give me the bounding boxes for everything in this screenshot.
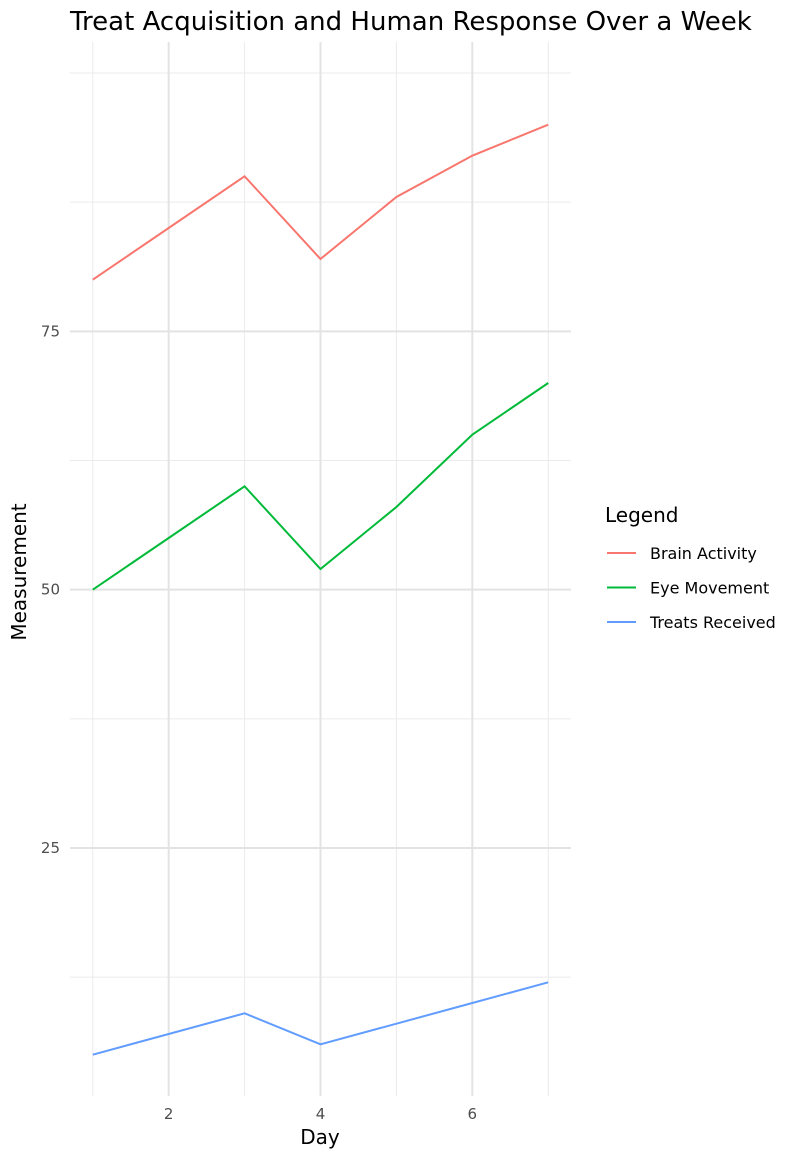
y-tick-label: 75 — [41, 322, 60, 340]
grid-lines — [70, 42, 571, 1096]
legend: Legend Brain Activity Eye Movement Treats … — [605, 503, 776, 632]
plot-area — [70, 42, 571, 1096]
legend-title: Legend — [605, 503, 678, 527]
x-axis-ticks: 2 4 6 — [164, 1105, 477, 1123]
series-line-brain-activity — [92, 123, 549, 281]
x-tick-label: 4 — [316, 1105, 326, 1123]
y-axis-title: Measurement — [7, 503, 31, 640]
chart-title: Treat Acquisition and Human Response Ove… — [69, 7, 752, 37]
x-axis-title: Day — [300, 1125, 340, 1149]
y-axis-ticks: 25 50 75 — [41, 322, 60, 857]
legend-label: Brain Activity — [650, 544, 757, 563]
x-tick-label: 2 — [164, 1105, 174, 1123]
series-line-treats-received — [92, 981, 549, 1056]
series-lines — [92, 123, 549, 1056]
y-tick-label: 25 — [41, 839, 60, 857]
legend-label: Eye Movement — [650, 579, 769, 598]
y-tick-label: 50 — [41, 581, 60, 599]
x-tick-label: 6 — [468, 1105, 478, 1123]
series-line-eye-movement — [92, 382, 549, 591]
legend-label: Treats Received — [649, 613, 776, 632]
legend-items: Brain Activity Eye Movement Treats Receive… — [607, 544, 776, 632]
